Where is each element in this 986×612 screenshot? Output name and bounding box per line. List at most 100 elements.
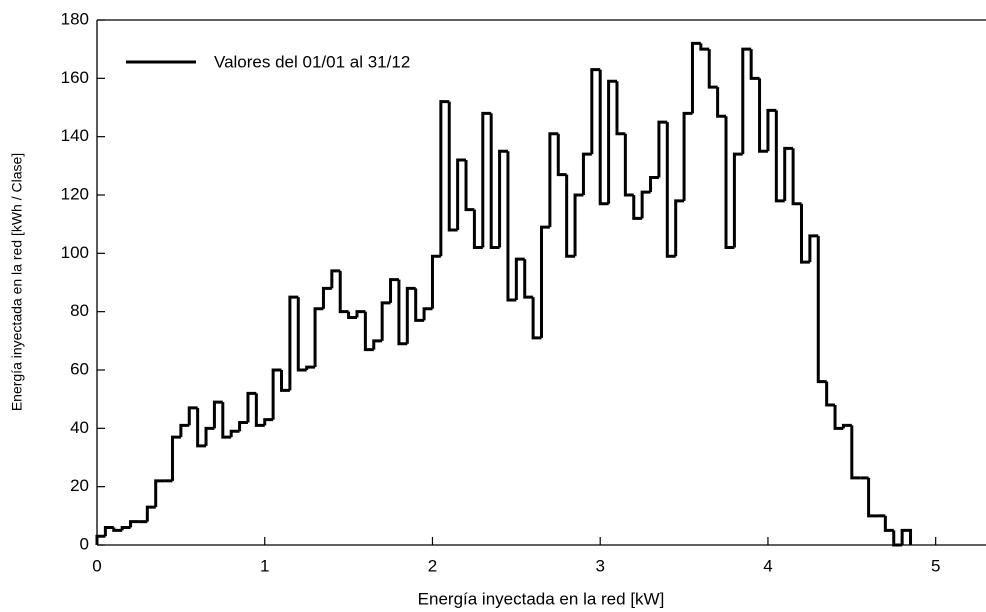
- histogram-step: [489, 113, 500, 249]
- histogram-step: [196, 407, 207, 448]
- histogram-step: [741, 47, 752, 155]
- histogram-step: [145, 505, 156, 522]
- x-tick-label: 5: [931, 556, 940, 575]
- histogram-step: [699, 43, 710, 51]
- histogram-step: [313, 307, 324, 368]
- histogram-step: [674, 199, 685, 257]
- histogram-step: [472, 209, 483, 249]
- x-tick-label: 3: [595, 556, 604, 575]
- histogram-step: [280, 370, 290, 392]
- histogram-step: [791, 148, 802, 206]
- histogram-step: [900, 528, 913, 545]
- histogram-step: [380, 301, 391, 341]
- histogram-step: [548, 132, 559, 228]
- histogram-step: [305, 365, 316, 370]
- histogram-step: [665, 122, 676, 258]
- y-tick-label: 160: [61, 68, 89, 87]
- histogram-step: [883, 515, 894, 532]
- histogram-step: [565, 174, 576, 258]
- histogram-step: [363, 311, 374, 352]
- histogram-step: [540, 225, 550, 338]
- histogram-step: [598, 69, 609, 206]
- histogram-step: [129, 520, 139, 528]
- histogram-step: [112, 527, 123, 532]
- histogram-step: [640, 190, 651, 219]
- histogram-step: [841, 423, 852, 429]
- histogram-step: [774, 110, 785, 203]
- histogram-step: [229, 429, 240, 438]
- histogram-step: [531, 297, 542, 340]
- y-axis-label: Energía inyectada en la red [kWh / Clase…: [9, 153, 25, 411]
- histogram-step: [892, 530, 903, 547]
- histogram-step: [347, 311, 357, 319]
- histogram-step: [556, 133, 567, 177]
- histogram-step: [464, 160, 475, 212]
- histogram-step: [422, 307, 433, 321]
- histogram-step: [321, 286, 332, 309]
- histogram-step: [430, 254, 441, 309]
- histogram-step: [682, 111, 693, 201]
- x-axis-label: Energía inyectada en la red [kW]: [418, 589, 665, 608]
- x-tick-label: 0: [92, 556, 101, 575]
- histogram-step: [649, 176, 659, 193]
- histogram-step: [204, 426, 215, 446]
- histogram-step: [707, 49, 718, 89]
- histogram-step: [850, 425, 861, 480]
- histogram-step: [405, 286, 416, 344]
- histogram-step: [481, 111, 492, 248]
- histogram-step: [724, 116, 735, 249]
- histogram-step: [783, 146, 794, 201]
- histogram-step: [120, 526, 131, 531]
- histogram-step: [833, 405, 844, 430]
- histogram-step: [506, 151, 517, 302]
- histogram-step: [95, 534, 106, 545]
- histogram-step: [212, 400, 223, 429]
- histogram-step: [389, 278, 399, 303]
- histogram-step: [581, 152, 592, 195]
- histogram-step: [288, 295, 299, 391]
- histogram-step: [799, 203, 810, 264]
- histogram-step: [338, 270, 349, 314]
- histogram-step: [632, 195, 643, 220]
- histogram-step: [238, 421, 248, 432]
- histogram-step: [523, 259, 534, 299]
- histogram-step: [330, 269, 341, 289]
- histogram-step: [732, 152, 743, 248]
- histogram-step: [498, 149, 508, 248]
- histogram-step: [573, 193, 584, 257]
- histogram-step: [657, 120, 668, 178]
- histogram-step: [170, 435, 181, 481]
- histogram-step: [154, 479, 165, 508]
- x-tick-label: 1: [260, 556, 269, 575]
- y-tick-label: 60: [70, 359, 89, 378]
- histogram-step: [254, 393, 265, 427]
- y-tick-label: 180: [61, 9, 89, 28]
- y-tick-label: 20: [70, 476, 89, 495]
- histogram-step: [766, 108, 777, 152]
- histogram-step: [590, 68, 601, 155]
- histogram-step: [867, 477, 877, 518]
- histogram-step: [690, 41, 701, 114]
- histogram-step: [414, 288, 425, 322]
- x-tick-label: 2: [428, 556, 437, 575]
- y-tick-label: 80: [70, 301, 89, 320]
- histogram-step: [808, 234, 819, 263]
- histogram-step: [825, 381, 836, 407]
- histogram-step: [372, 339, 383, 350]
- histogram-step: [397, 279, 408, 346]
- histogram-step: [296, 297, 307, 372]
- histogram-step: [439, 100, 450, 257]
- histogram-step: [179, 423, 190, 438]
- histogram-step: [103, 526, 114, 537]
- histogram-step: [456, 158, 467, 230]
- histogram-step: [716, 87, 727, 118]
- histogram-step: [623, 133, 634, 197]
- histogram-step: [447, 101, 458, 232]
- histogram-step: [615, 81, 626, 136]
- histogram-step: [221, 402, 232, 439]
- histogram-step: [246, 391, 257, 423]
- histogram-step: [355, 310, 366, 318]
- histogram-step: [187, 406, 198, 426]
